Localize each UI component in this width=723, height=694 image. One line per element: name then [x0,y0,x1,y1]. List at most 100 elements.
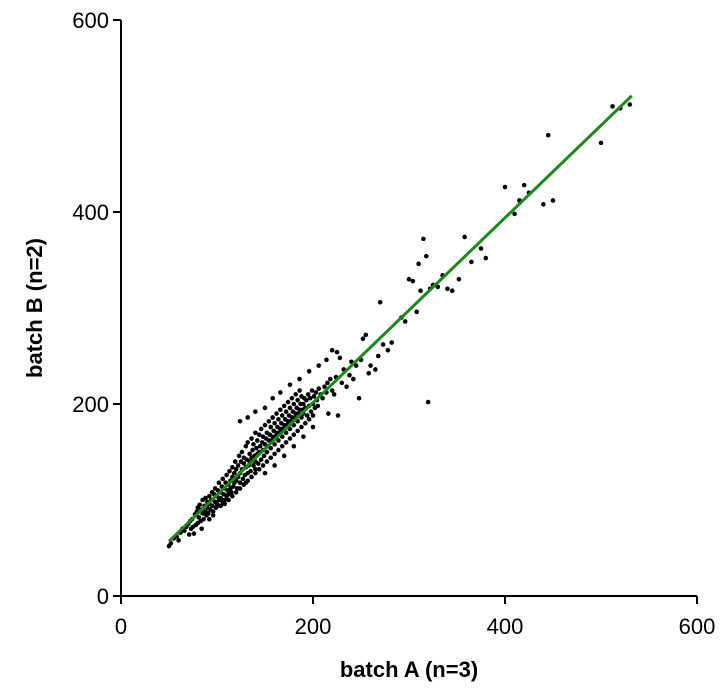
data-point [251,463,256,468]
data-point [325,380,330,386]
data-point [339,380,345,386]
data-point [249,474,254,480]
data-point [264,459,270,464]
data-point [377,299,383,305]
data-point [253,466,258,472]
data-point [245,415,251,420]
data-point [243,480,249,486]
data-point [253,470,258,476]
data-point [322,384,327,390]
data-point [541,202,546,207]
x-tick-label: 0 [115,614,127,639]
data-point [351,376,356,382]
data-point [287,405,293,411]
data-point [220,476,226,482]
data-point [264,449,270,455]
data-point [270,395,275,401]
data-point [295,397,300,403]
data-point [291,443,297,449]
data-point [469,259,474,265]
data-point [268,424,274,430]
data-point [385,347,391,353]
data-point [260,463,266,468]
data-point [331,392,337,397]
data-point [307,395,313,401]
data-point [206,511,211,516]
data-point [256,466,262,472]
data-point [598,140,604,146]
data-point [445,286,450,292]
x-tick-label: 200 [295,614,332,639]
data-point [402,319,408,324]
data-point [287,436,293,441]
data-point [279,434,285,439]
data-point [610,104,615,109]
data-point [373,367,378,372]
data-point [335,413,341,418]
data-point [315,403,321,409]
data-point [303,420,308,426]
data-point [363,332,369,338]
data-point [521,182,527,188]
data-point [297,376,302,382]
data-point [550,198,556,203]
data-point [326,411,331,416]
data-point [279,443,285,449]
x-tick-label: 400 [487,614,524,639]
data-point [229,490,234,495]
data-point [291,401,297,407]
data-point [414,309,419,315]
data-point [196,514,202,520]
data-point [324,357,329,363]
y-tick-label: 0 [97,584,109,609]
data-point [435,284,441,290]
data-point [287,382,293,388]
data-point [289,395,295,401]
data-point [201,516,206,522]
data-point [278,390,283,395]
data-point [329,347,335,353]
data-point [309,388,315,393]
data-point [237,418,243,424]
data-point [337,355,343,361]
data-point [191,531,197,536]
data-point [283,440,289,445]
y-axis: 0 200 400 600 [72,8,122,609]
data-point [233,466,239,472]
data-point [283,409,289,414]
data-point [449,288,455,294]
data-point [247,451,252,457]
data-point [366,370,371,376]
data-point [545,132,551,138]
data-point [406,276,412,282]
data-point [262,405,268,411]
data-point [272,420,277,426]
data-point [236,453,242,459]
data-point [254,445,259,451]
data-point [216,480,222,486]
data-points [166,102,633,549]
data-point [248,468,253,474]
data-point [456,276,462,282]
data-point [316,386,322,391]
data-point [266,418,272,424]
fit-line [167,94,633,543]
data-point [353,363,359,368]
data-point [276,417,281,422]
data-point [210,509,216,514]
data-point [237,480,243,486]
data-point [281,453,287,459]
data-point [299,424,304,430]
data-point [512,211,517,217]
data-point [276,447,281,453]
data-point [241,461,247,466]
data-point [380,342,386,347]
data-point [262,470,268,476]
data-point [285,399,291,405]
data-point [268,455,274,461]
data-point [240,476,246,482]
data-point [291,432,297,438]
data-point [483,255,489,261]
data-point [235,463,241,468]
data-point [478,246,484,251]
